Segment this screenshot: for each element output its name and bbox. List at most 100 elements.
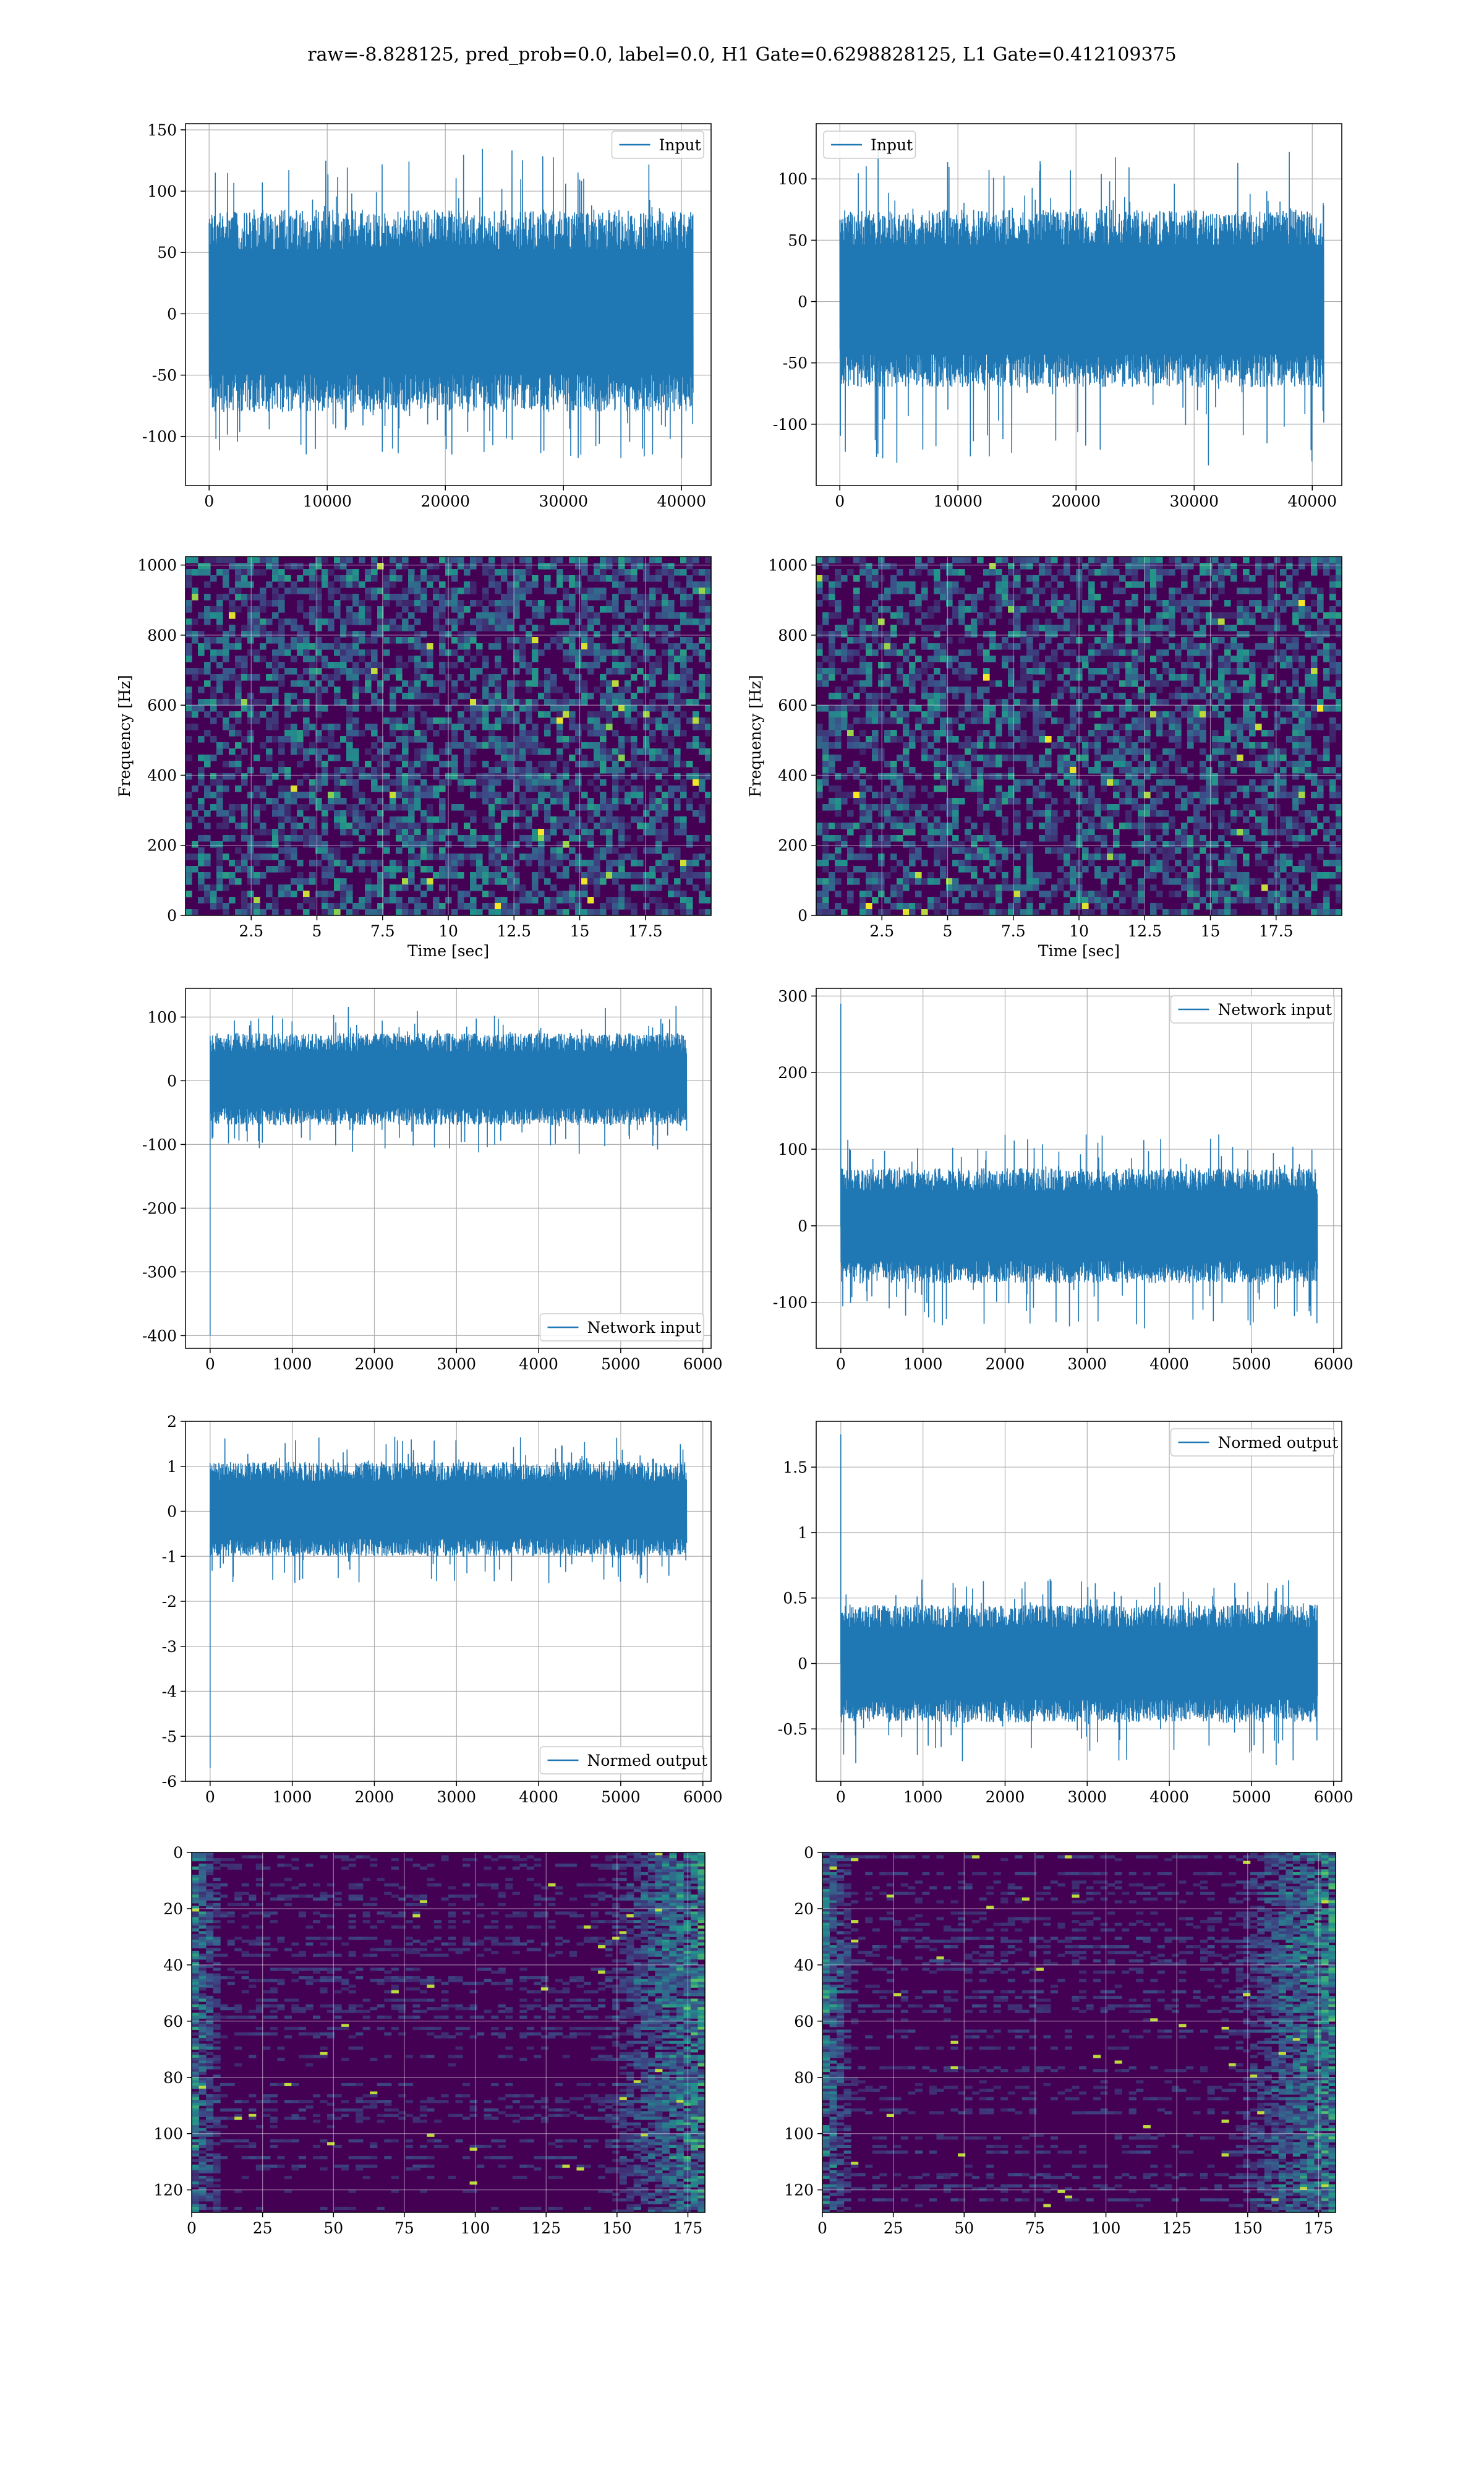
heatmap-cell xyxy=(989,903,996,910)
heatmap-cell xyxy=(569,897,576,904)
heatmap-cell xyxy=(637,816,644,823)
heatmap-cell xyxy=(532,705,539,712)
heatmap-cell xyxy=(983,674,990,681)
heatmap-cell xyxy=(1237,847,1243,854)
heatmap-cell xyxy=(563,606,569,613)
heatmap-cell xyxy=(1051,798,1058,805)
heatmap-cell xyxy=(606,866,613,873)
heatmap-cell xyxy=(1200,668,1206,675)
heatmap-cell xyxy=(210,612,217,619)
heatmap-cell xyxy=(519,699,526,706)
heatmap-cell xyxy=(210,897,217,904)
heatmap-cell xyxy=(260,569,267,576)
heatmap-cell xyxy=(569,755,576,761)
heatmap-cell xyxy=(1175,606,1182,613)
heatmap-cell xyxy=(192,557,198,563)
heatmap-cell xyxy=(662,748,668,755)
heatmap-cell xyxy=(581,761,588,768)
heatmap-cell xyxy=(989,835,996,842)
heatmap-cell xyxy=(977,804,984,811)
heatmap-cell xyxy=(569,816,576,823)
heatmap-cell xyxy=(612,903,619,910)
heatmap-cell xyxy=(575,680,582,687)
heatmap-cell xyxy=(371,742,378,749)
heatmap-cell xyxy=(1051,693,1058,700)
heatmap-cell xyxy=(1181,823,1188,829)
heatmap-cell xyxy=(371,773,378,780)
heatmap-cell xyxy=(618,742,625,749)
heatmap-cell xyxy=(216,872,223,879)
heatmap-cell xyxy=(977,810,984,817)
heatmap-cell xyxy=(544,606,551,613)
heatmap-cell xyxy=(587,588,594,594)
heatmap-cell xyxy=(680,699,687,706)
heatmap-cell xyxy=(643,878,650,885)
heatmap-cell xyxy=(649,798,656,805)
heatmap-cell xyxy=(637,668,644,675)
heatmap-cell xyxy=(958,612,965,619)
heatmap-cell xyxy=(544,680,551,687)
heatmap-cell xyxy=(699,600,706,607)
heatmap-cell xyxy=(996,909,1002,916)
heatmap-cell xyxy=(1150,823,1157,829)
heatmap-cell xyxy=(829,854,835,860)
heatmap-cell xyxy=(897,588,903,594)
heatmap-cell xyxy=(210,606,217,613)
heatmap-cell xyxy=(594,860,600,867)
heatmap-cell xyxy=(278,600,285,607)
heatmap-cell xyxy=(835,693,842,700)
heatmap-cell xyxy=(1224,748,1231,755)
heatmap-cell xyxy=(223,742,229,749)
heatmap-cell xyxy=(1243,742,1250,749)
heatmap-cell xyxy=(223,575,229,582)
heatmap-cell xyxy=(866,643,872,650)
heatmap-cell xyxy=(315,804,322,811)
heatmap-cell xyxy=(859,680,866,687)
heatmap-cell xyxy=(1082,761,1089,768)
heatmap-cell xyxy=(1051,891,1058,897)
heatmap-cell xyxy=(878,792,885,798)
heatmap-cell xyxy=(186,575,192,582)
heatmap-cell xyxy=(693,618,699,625)
heatmap-cell xyxy=(390,897,396,904)
heatmap-cell xyxy=(699,804,706,811)
heatmap-cell xyxy=(198,773,205,780)
heatmap-cell xyxy=(1200,798,1206,805)
heatmap-cell xyxy=(408,804,415,811)
heatmap-cell xyxy=(322,810,328,817)
heatmap-cell xyxy=(1020,588,1027,594)
heatmap-cell xyxy=(897,891,903,897)
heatmap-cell xyxy=(1138,656,1145,662)
heatmap-cell xyxy=(1212,897,1219,904)
heatmap-cell xyxy=(1002,872,1009,879)
heatmap-cell xyxy=(1119,557,1126,563)
heatmap-cell xyxy=(284,563,291,570)
heatmap-cell xyxy=(315,594,322,601)
heatmap-cell xyxy=(470,724,477,730)
heatmap-cell xyxy=(513,575,520,582)
heatmap-cell xyxy=(513,767,520,774)
heatmap-cell xyxy=(482,717,489,724)
heatmap-cell xyxy=(921,909,928,916)
heatmap-cell xyxy=(1187,618,1194,625)
heatmap-cell xyxy=(352,804,359,811)
heatmap-cell xyxy=(662,866,668,873)
heatmap-cell xyxy=(210,656,217,662)
heatmap-cell xyxy=(1206,785,1213,792)
heatmap-cell xyxy=(699,748,706,755)
heatmap-cell xyxy=(210,557,217,563)
heatmap-cell xyxy=(1150,625,1157,631)
heatmap-cell xyxy=(594,773,600,780)
heatmap-cell xyxy=(1243,656,1250,662)
heatmap-cell xyxy=(247,693,254,700)
heatmap-cell xyxy=(594,804,600,811)
heatmap-cell xyxy=(1070,649,1077,656)
heatmap-cell xyxy=(587,779,594,786)
heatmap-cell xyxy=(439,816,446,823)
heatmap-cell xyxy=(216,711,223,718)
heatmap-cell xyxy=(612,594,619,601)
heatmap-cell xyxy=(668,612,675,619)
heatmap-cell xyxy=(1138,829,1145,836)
heatmap-cell xyxy=(476,773,483,780)
heatmap-cell xyxy=(859,816,866,823)
